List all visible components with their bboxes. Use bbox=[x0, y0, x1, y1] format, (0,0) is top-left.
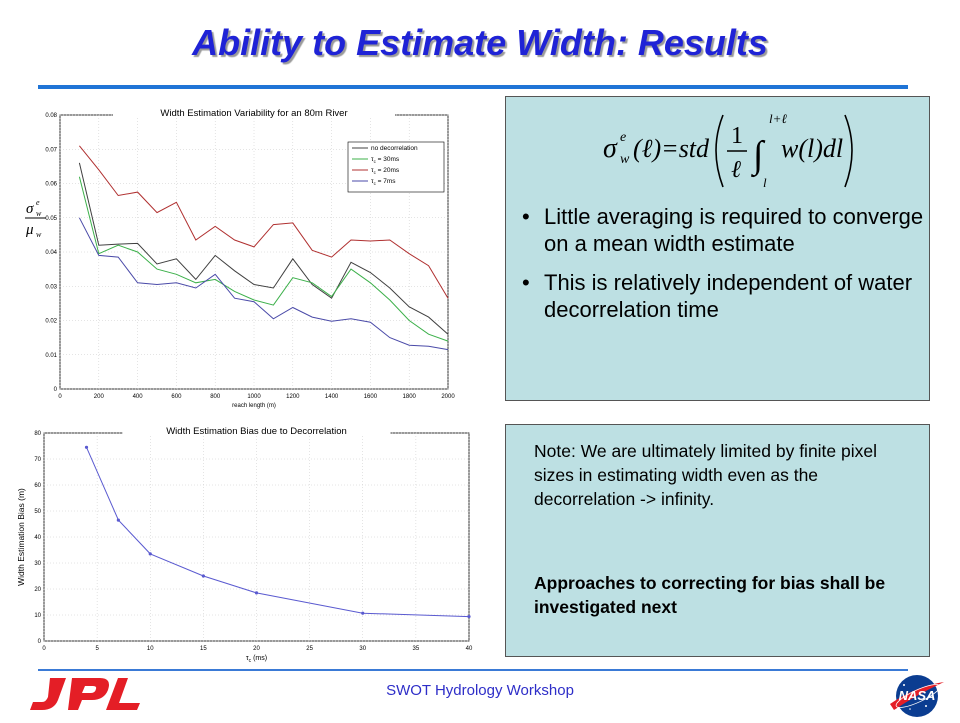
y-tick-label: 0.05 bbox=[45, 216, 57, 222]
y-tick-label: 0 bbox=[54, 387, 58, 393]
x-tick-label: 35 bbox=[413, 646, 420, 652]
y-tick-label: 0.02 bbox=[45, 319, 57, 325]
x-tick-label: 800 bbox=[210, 394, 221, 400]
data-point bbox=[254, 591, 259, 595]
svg-text:w(l)dl: w(l)dl bbox=[781, 134, 843, 163]
note-box: Note: We are ultimately limited by finit… bbox=[505, 424, 930, 657]
data-point bbox=[201, 574, 205, 578]
x-tick-label: 1000 bbox=[247, 394, 261, 400]
svg-text:e: e bbox=[620, 130, 626, 145]
width-std-formula: σ e w (ℓ)=std 1 ℓ l+ℓ ∫ l w(l)dl bbox=[601, 105, 861, 200]
chart-title: Width Estimation Bias due to Decorrelati… bbox=[166, 426, 347, 437]
x-tick-label: 1200 bbox=[286, 394, 300, 400]
svg-text:(ℓ)=std: (ℓ)=std bbox=[633, 134, 710, 163]
x-tick-label: 1800 bbox=[403, 394, 417, 400]
bullet-independence: This is relatively independent of water … bbox=[514, 269, 924, 323]
chart-title-bg bbox=[113, 107, 395, 118]
slide-title: Ability to Estimate Width: Results bbox=[192, 22, 768, 63]
svg-text:l+ℓ: l+ℓ bbox=[769, 111, 787, 126]
svg-text:l: l bbox=[763, 175, 767, 190]
x-tick-label: 15 bbox=[200, 646, 207, 652]
series-line-1 bbox=[78, 162, 449, 335]
x-tick-label: 400 bbox=[133, 394, 144, 400]
y-tick-label: 70 bbox=[34, 457, 41, 463]
x-tick-label: 600 bbox=[171, 394, 182, 400]
x-tick-label: 20 bbox=[253, 646, 260, 652]
x-tick-label: 10 bbox=[147, 646, 154, 652]
formula-box: σ e w (ℓ)=std 1 ℓ l+ℓ ∫ l w(l)dl Little … bbox=[505, 96, 930, 401]
title-rule bbox=[38, 85, 908, 89]
y-tick-label: 0.03 bbox=[45, 284, 57, 290]
bias-chart: 0 5 10 15 20 25 30 35 40 0 10 20 30 40 50 60 70 80 Width E… bbox=[14, 416, 484, 664]
svg-text:w: w bbox=[36, 230, 42, 239]
x-tick-label: 1600 bbox=[364, 394, 378, 400]
svg-text:σ: σ bbox=[26, 201, 34, 217]
y-tick-label: 0.06 bbox=[45, 182, 57, 188]
nasa-logo: NASA bbox=[888, 674, 946, 723]
x-tick-label: 0 bbox=[42, 646, 46, 652]
y-tick-label: 0 bbox=[38, 639, 42, 645]
series-line-3 bbox=[79, 145, 449, 299]
data-point bbox=[84, 445, 89, 449]
y-axis-label: Width Estimation Bias (m) bbox=[16, 488, 26, 586]
y-tick-label: 0.04 bbox=[45, 250, 57, 256]
footer-rule bbox=[38, 669, 908, 671]
svg-text:w: w bbox=[36, 209, 42, 218]
legend-entry: τc = 30ms bbox=[371, 156, 400, 164]
results-bullet-list: Little averaging is required to converge… bbox=[514, 203, 924, 335]
svg-text:NASA: NASA bbox=[899, 688, 936, 703]
svg-text:ℓ: ℓ bbox=[731, 157, 741, 183]
data-point bbox=[361, 611, 365, 615]
svg-text:1: 1 bbox=[731, 123, 743, 149]
chart-title-bg bbox=[122, 425, 391, 436]
x-tick-label: 2000 bbox=[441, 394, 455, 400]
x-tick-label: 30 bbox=[359, 646, 366, 652]
data-point bbox=[116, 518, 120, 522]
y-tick-label: 80 bbox=[34, 431, 41, 437]
legend-entry: no decorrelation bbox=[371, 145, 418, 152]
y-tick-label: 60 bbox=[34, 483, 41, 489]
variability-chart: 0 200 400 600 800 1000 1200 1400 1600 1800 2000 0 0.… bbox=[20, 100, 465, 418]
jpl-logo bbox=[28, 676, 144, 717]
svg-text:μ: μ bbox=[25, 222, 34, 238]
data-point bbox=[148, 552, 152, 556]
series-line-2 bbox=[78, 176, 449, 342]
svg-text:w: w bbox=[620, 152, 630, 167]
y-tick-label: 50 bbox=[34, 509, 41, 515]
x-tick-label: 0 bbox=[58, 394, 62, 400]
next-steps-text: Approaches to correcting for bias shall … bbox=[534, 573, 886, 617]
legend-box bbox=[347, 141, 445, 193]
chart-title: Width Estimation Variability for an 80m … bbox=[160, 108, 347, 119]
x-tick-label: 25 bbox=[306, 646, 313, 652]
y-tick-label: 0.01 bbox=[45, 353, 57, 359]
x-tick-label: 1400 bbox=[325, 394, 339, 400]
x-axis-label: reach length (m) bbox=[232, 403, 276, 409]
x-tick-label: 200 bbox=[94, 394, 105, 400]
svg-text:σ: σ bbox=[603, 133, 618, 164]
legend-entry: τc = 7ms bbox=[371, 178, 396, 186]
svg-text:e: e bbox=[36, 198, 40, 207]
legend-entry: τc = 20ms bbox=[371, 167, 400, 175]
series-line-4 bbox=[78, 217, 449, 351]
x-tick-label: 5 bbox=[95, 646, 99, 652]
x-axis-label: τc (ms) bbox=[246, 655, 267, 664]
y-tick-label: 30 bbox=[34, 561, 41, 567]
y-tick-label: 0.07 bbox=[45, 147, 57, 153]
footer-text: SWOT Hydrology Workshop bbox=[386, 682, 574, 699]
y-tick-label: 0.08 bbox=[45, 113, 57, 119]
y-tick-label: 10 bbox=[34, 613, 41, 619]
y-tick-label: 40 bbox=[34, 535, 41, 541]
x-tick-label: 40 bbox=[466, 646, 473, 652]
bullet-averaging: Little averaging is required to converge… bbox=[514, 203, 924, 257]
y-axis-sigma-over-mu-label: σ e w μ w bbox=[24, 196, 48, 245]
svg-text:∫: ∫ bbox=[751, 134, 766, 178]
note-text: Note: We are ultimately limited by finit… bbox=[534, 441, 878, 509]
y-tick-label: 20 bbox=[34, 587, 41, 593]
data-point bbox=[467, 614, 471, 619]
